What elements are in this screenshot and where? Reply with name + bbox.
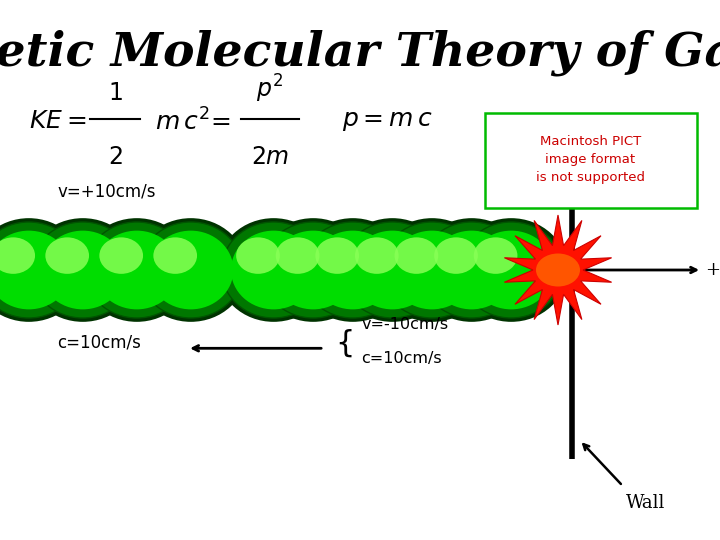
Polygon shape	[505, 215, 611, 325]
Text: $2$: $2$	[108, 146, 122, 169]
Ellipse shape	[390, 231, 474, 309]
Ellipse shape	[429, 231, 514, 309]
Ellipse shape	[459, 222, 563, 318]
Text: c=10cm/s: c=10cm/s	[58, 334, 141, 352]
Ellipse shape	[420, 222, 523, 318]
Ellipse shape	[276, 238, 320, 274]
Ellipse shape	[315, 238, 359, 274]
Text: $m\,c^{2}\!=\,$: $m\,c^{2}\!=\,$	[155, 108, 231, 135]
Ellipse shape	[135, 218, 247, 322]
Text: Wall: Wall	[626, 494, 666, 512]
Text: $p = m\,c$: $p = m\,c$	[342, 110, 433, 133]
Ellipse shape	[139, 222, 243, 318]
Text: c=10cm/s: c=10cm/s	[361, 350, 442, 366]
Ellipse shape	[153, 238, 197, 274]
Text: $KE =$: $KE =$	[29, 110, 86, 133]
Ellipse shape	[455, 218, 567, 322]
Ellipse shape	[257, 218, 369, 322]
Ellipse shape	[85, 222, 189, 318]
Ellipse shape	[376, 218, 488, 322]
Ellipse shape	[434, 238, 478, 274]
Text: Macintosh PICT
image format
is not supported: Macintosh PICT image format is not suppo…	[536, 135, 645, 184]
Ellipse shape	[301, 222, 405, 318]
Ellipse shape	[236, 238, 280, 274]
Ellipse shape	[0, 218, 85, 322]
Text: v=-10cm/s: v=-10cm/s	[361, 316, 449, 332]
Text: $2m$: $2m$	[251, 146, 289, 169]
Ellipse shape	[474, 238, 518, 274]
Ellipse shape	[81, 218, 193, 322]
Ellipse shape	[0, 238, 35, 274]
FancyBboxPatch shape	[485, 113, 697, 208]
Ellipse shape	[0, 222, 81, 318]
Ellipse shape	[469, 231, 554, 309]
Circle shape	[536, 253, 580, 287]
Ellipse shape	[27, 218, 139, 322]
Ellipse shape	[222, 222, 325, 318]
Ellipse shape	[0, 231, 71, 309]
Ellipse shape	[40, 231, 125, 309]
Ellipse shape	[261, 222, 365, 318]
Text: +x: +x	[706, 261, 720, 279]
Text: Kinetic Molecular Theory of Gases: Kinetic Molecular Theory of Gases	[0, 30, 720, 76]
Text: $1$: $1$	[108, 82, 122, 105]
Ellipse shape	[310, 231, 395, 309]
Text: v=+10cm/s: v=+10cm/s	[58, 183, 156, 201]
Ellipse shape	[99, 238, 143, 274]
Ellipse shape	[297, 218, 409, 322]
Ellipse shape	[350, 231, 435, 309]
Ellipse shape	[217, 218, 330, 322]
Text: {: {	[335, 328, 354, 357]
Ellipse shape	[336, 218, 449, 322]
Ellipse shape	[395, 238, 438, 274]
Ellipse shape	[380, 222, 484, 318]
Ellipse shape	[94, 231, 179, 309]
Ellipse shape	[355, 238, 399, 274]
Ellipse shape	[341, 222, 444, 318]
Ellipse shape	[415, 218, 528, 322]
Ellipse shape	[45, 238, 89, 274]
Ellipse shape	[271, 231, 356, 309]
Ellipse shape	[231, 231, 316, 309]
Ellipse shape	[148, 231, 233, 309]
Text: $p^{2}$: $p^{2}$	[256, 73, 284, 105]
Ellipse shape	[31, 222, 135, 318]
